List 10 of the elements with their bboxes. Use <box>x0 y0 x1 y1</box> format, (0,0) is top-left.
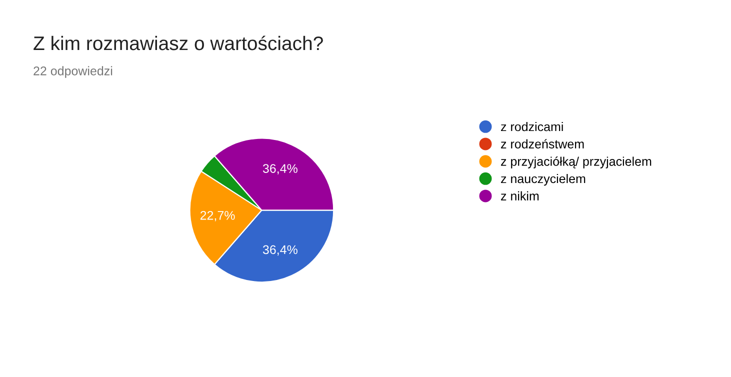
text: 22 odpowiedzi <box>34 66 112 78</box>
legend-label: z nauczycielem <box>501 174 586 186</box>
legend-label: z nikim <box>501 191 539 200</box>
chart-title: Z kim rozmawiasz o wartościach? <box>34 36 323 50</box>
data-label: 22,7% <box>200 210 235 222</box>
data-label: 36,4% <box>262 245 298 256</box>
legend-label: z rodzicami <box>501 122 563 132</box>
legend-label: z rodzeństwem <box>501 139 584 148</box>
data-label: 36,4% <box>262 164 298 174</box>
legend-label: z przyjaciółką/ przyjacielem <box>501 156 652 168</box>
